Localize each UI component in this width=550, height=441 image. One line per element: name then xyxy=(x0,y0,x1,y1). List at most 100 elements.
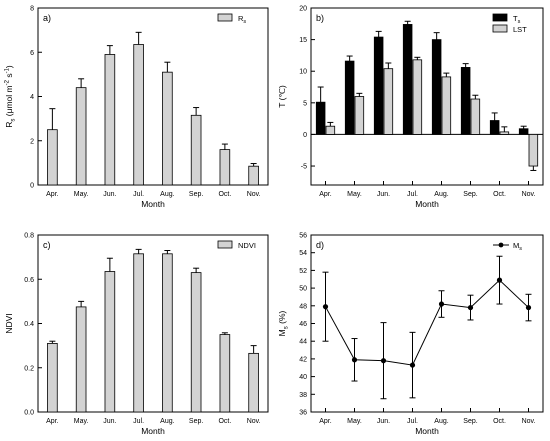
legend-subscript: s xyxy=(243,19,246,25)
y-tick-label: 56 xyxy=(299,233,307,240)
x-axis-label: Month xyxy=(141,199,165,209)
x-tick-label: Oct. xyxy=(218,418,231,425)
x-tick-label: Aug. xyxy=(434,418,448,425)
y-tick-label: 0 xyxy=(30,183,34,190)
x-tick-label: Jun. xyxy=(103,418,116,425)
bar xyxy=(460,67,471,135)
y-tick-label: 46 xyxy=(299,321,307,328)
y-tick-label: 4 xyxy=(30,94,34,101)
y-axis-label: T (℃) xyxy=(277,85,287,108)
bar xyxy=(104,54,116,186)
x-axis-label: Month xyxy=(415,426,439,436)
y-label-subscript: s xyxy=(284,326,290,329)
x-tick-label: Jul. xyxy=(133,418,144,425)
bar xyxy=(344,60,355,135)
bar xyxy=(528,134,539,167)
y-label-part: ) xyxy=(4,65,14,68)
bar xyxy=(489,120,500,135)
x-tick-label: Sep. xyxy=(463,418,477,425)
y-label-part: NDVI xyxy=(4,313,14,333)
bar xyxy=(499,131,510,135)
legend-text: LST xyxy=(513,25,527,34)
y-tick-label: 10 xyxy=(299,69,307,76)
legend-swatch xyxy=(492,24,508,33)
x-tick-label: Jun. xyxy=(377,418,390,425)
x-tick-label: Aug. xyxy=(434,191,448,198)
bar xyxy=(47,129,58,186)
bar xyxy=(162,253,173,413)
x-tick-label: Apr. xyxy=(319,191,332,198)
y-label-superscript: -1 xyxy=(5,67,11,73)
panel-label: b) xyxy=(316,13,324,23)
panel-c: 0.0 0.2 0.4 0.6 0.8 Apr. May. Jun. Jul. Aug. Sep. O… xyxy=(4,233,269,436)
x-tick-label: Jul. xyxy=(133,191,144,198)
y-tick-label: 0.0 xyxy=(24,410,34,417)
bar xyxy=(248,352,259,413)
x-tick-label: Nov. xyxy=(247,418,261,425)
data-point xyxy=(351,357,358,363)
bar xyxy=(219,149,231,186)
bar xyxy=(162,71,173,186)
bar xyxy=(104,271,116,413)
y-tick-label: 38 xyxy=(299,392,307,399)
x-tick-label: Apr. xyxy=(319,418,332,425)
x-tick-label: Sep. xyxy=(189,418,203,425)
legend-swatch xyxy=(492,13,508,22)
panel-b: -5 0 5 10 15 20 Apr. May. Jun. Jul. Aug. Sep. Oct. No… xyxy=(277,6,544,209)
y-tick-label: 36 xyxy=(299,410,307,417)
y-tick-label: 42 xyxy=(299,356,307,363)
series-line xyxy=(325,279,529,366)
legend-label: Ms xyxy=(513,241,522,252)
y-tick-label: 0.8 xyxy=(24,233,34,240)
data-point xyxy=(409,362,416,368)
x-tick-label: May. xyxy=(74,418,89,425)
bar xyxy=(190,114,202,186)
legend-label: LST xyxy=(513,25,527,34)
y-tick-label: 40 xyxy=(299,374,307,381)
data-point xyxy=(380,358,387,364)
y-tick-label: 54 xyxy=(299,250,307,257)
bar xyxy=(47,343,58,413)
y-tick-label: 5 xyxy=(303,100,307,107)
bar xyxy=(133,44,144,186)
bar xyxy=(431,39,442,135)
y-tick-label: 2 xyxy=(30,138,34,145)
bar xyxy=(133,253,144,413)
legend-swatch xyxy=(217,13,233,22)
x-tick-label: Jun. xyxy=(377,191,390,198)
y-axis-label: NDVI xyxy=(4,313,14,333)
bar xyxy=(315,101,326,135)
data-point xyxy=(496,277,503,283)
bar xyxy=(75,87,87,186)
panel-a: 0 2 4 6 8 Apr. May. Jun. Jul. Aug. Sep. Oct. Nov. Mon… xyxy=(4,6,269,209)
y-label-superscript: -2 xyxy=(5,79,11,85)
bar xyxy=(402,24,413,135)
legend-text: NDVI xyxy=(238,241,256,250)
x-tick-label: Sep. xyxy=(189,191,203,198)
x-tick-label: Sep. xyxy=(463,191,477,198)
legend-swatch xyxy=(217,240,233,249)
legend-marker xyxy=(498,242,504,248)
y-tick-label: 44 xyxy=(299,339,307,346)
y-label-part: s xyxy=(4,73,14,80)
x-tick-label: Apr. xyxy=(46,418,59,425)
x-tick-label: May. xyxy=(347,418,362,425)
data-point xyxy=(525,304,532,311)
legend-label: NDVI xyxy=(238,241,256,250)
y-label-part: (%) xyxy=(277,311,287,327)
bar xyxy=(248,165,259,186)
y-tick-label: 0.4 xyxy=(24,321,34,328)
panel-label: a) xyxy=(43,13,51,23)
bar xyxy=(441,76,452,135)
x-tick-label: Oct. xyxy=(493,191,506,198)
bar xyxy=(373,36,384,135)
bar xyxy=(383,68,394,135)
y-tick-label: 50 xyxy=(299,286,307,293)
x-tick-label: May. xyxy=(347,191,362,198)
y-tick-label: 0 xyxy=(303,132,307,139)
bar xyxy=(219,334,231,413)
y-label-part: M xyxy=(277,329,287,336)
legend-text: M xyxy=(513,241,519,250)
x-tick-label: Oct. xyxy=(218,191,231,198)
x-tick-label: Jul. xyxy=(407,418,418,425)
